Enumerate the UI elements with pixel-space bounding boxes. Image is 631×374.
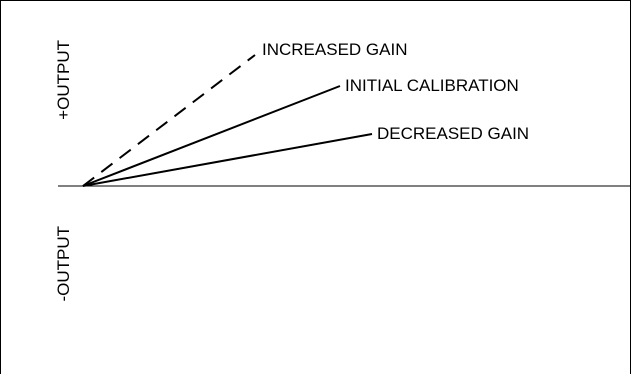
initial-calibration-label: INITIAL CALIBRATION [345, 76, 519, 95]
increased-gain-line [82, 54, 256, 187]
initial-calibration-line [82, 85, 341, 187]
increased-gain-label: INCREASED GAIN [262, 40, 407, 59]
decreased-gain-line [82, 133, 373, 187]
positive-output-label: +OUTPUT [54, 40, 73, 120]
negative-output-label: -OUTPUT [54, 226, 73, 302]
decreased-gain-label: DECREASED GAIN [377, 124, 529, 143]
